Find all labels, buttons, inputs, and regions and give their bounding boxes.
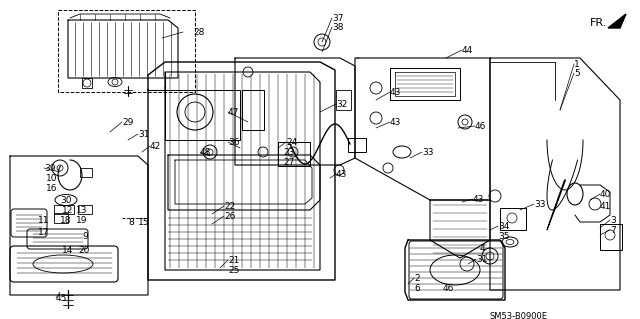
Text: 18: 18	[60, 216, 72, 225]
Text: 17: 17	[38, 228, 49, 237]
Text: 8: 8	[128, 218, 134, 227]
Text: 32: 32	[336, 100, 348, 109]
Text: 23: 23	[283, 148, 294, 157]
Text: 37: 37	[332, 14, 344, 23]
Text: 4: 4	[480, 244, 486, 253]
Text: 35: 35	[498, 232, 509, 241]
Bar	[80, 168, 92, 177]
Text: 21: 21	[228, 256, 239, 265]
Text: 34: 34	[498, 222, 509, 231]
Text: 30: 30	[60, 196, 72, 205]
Text: 31: 31	[138, 130, 150, 139]
Text: 5: 5	[574, 69, 580, 78]
Text: 46: 46	[475, 122, 486, 131]
Text: 20: 20	[78, 246, 90, 255]
Text: SM53-B0900E: SM53-B0900E	[490, 312, 548, 319]
Text: 44: 44	[462, 46, 473, 55]
Text: 43: 43	[390, 118, 401, 127]
Text: 24: 24	[286, 138, 297, 147]
Text: 26: 26	[224, 212, 236, 221]
Bar	[348, 138, 366, 152]
Text: 3: 3	[610, 216, 616, 225]
Bar	[78, 205, 92, 214]
Text: 22: 22	[224, 202, 236, 211]
Text: 43: 43	[473, 195, 484, 204]
Bar	[242, 90, 264, 130]
Text: 11: 11	[38, 216, 49, 225]
Text: 43: 43	[336, 170, 348, 179]
Text: 39: 39	[44, 164, 56, 173]
Text: 36: 36	[228, 138, 239, 147]
Text: FR.: FR.	[590, 18, 607, 28]
Text: 19: 19	[76, 216, 88, 225]
Text: 28: 28	[193, 28, 204, 37]
Text: 2: 2	[414, 274, 420, 283]
Text: 15: 15	[138, 218, 150, 227]
Text: 1: 1	[574, 60, 580, 69]
Text: 12: 12	[62, 206, 74, 215]
Text: 45: 45	[56, 294, 67, 303]
Text: 6: 6	[414, 284, 420, 293]
Text: 25: 25	[228, 266, 239, 275]
Text: 38: 38	[332, 23, 344, 32]
Text: 41: 41	[600, 202, 611, 211]
Text: 7: 7	[610, 226, 616, 235]
Text: 16: 16	[46, 184, 58, 193]
Bar	[336, 90, 351, 110]
Text: 29: 29	[122, 118, 133, 127]
Text: 48: 48	[200, 148, 211, 157]
Text: 31: 31	[476, 255, 488, 264]
Text: 13: 13	[76, 206, 88, 215]
Text: 9: 9	[82, 232, 88, 241]
Polygon shape	[608, 14, 626, 28]
Text: 46: 46	[443, 284, 454, 293]
Text: 47: 47	[228, 108, 239, 117]
Text: 42: 42	[150, 142, 161, 151]
Bar	[54, 213, 68, 223]
Text: 33: 33	[534, 200, 545, 209]
Text: 40: 40	[600, 190, 611, 199]
Text: 33: 33	[422, 148, 433, 157]
Text: 14: 14	[62, 246, 74, 255]
Text: 10: 10	[46, 174, 58, 183]
Text: 43: 43	[390, 88, 401, 97]
Text: 27: 27	[283, 158, 294, 167]
Bar	[54, 205, 74, 214]
